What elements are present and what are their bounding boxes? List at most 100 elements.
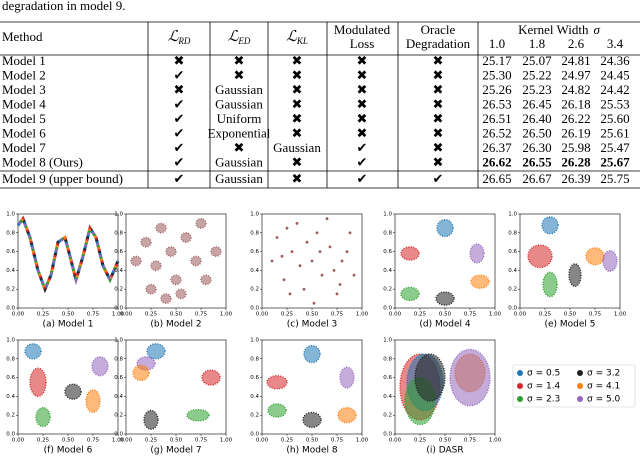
row-label: Model 5: [2, 111, 46, 126]
y-tick-label: 0.6: [383, 249, 392, 255]
y-tick-label: 0.6: [114, 249, 123, 255]
legend-label: σ = 4.1: [587, 382, 620, 392]
y-tick-label: 0.2: [383, 287, 392, 293]
cluster: [266, 375, 288, 390]
cell: 26.50: [522, 125, 551, 140]
point: [298, 264, 302, 268]
cell: ✖: [357, 125, 368, 140]
x-tick-label: 0.50: [564, 312, 577, 318]
x-tick-label: 0.75: [87, 312, 100, 318]
y-tick-label: 1.0: [250, 212, 259, 218]
row-label: Model 4: [2, 96, 46, 111]
cluster: [337, 406, 357, 424]
legend-marker: [577, 383, 583, 389]
panel-caption: (g) Model 7: [150, 446, 201, 456]
y-tick-label: 1.0: [114, 338, 123, 344]
point: [352, 273, 356, 277]
table-lines: [0, 21, 640, 189]
legend-label: σ = 3.2: [587, 369, 620, 379]
kernel-width: 2.6: [568, 36, 585, 51]
cell: ✔: [357, 140, 368, 155]
cluster: [140, 236, 152, 248]
cell: Gaussian: [215, 171, 263, 186]
cell: ✖: [292, 111, 303, 126]
x-tick-label: 1.00: [489, 438, 502, 444]
legend-marker: [517, 370, 523, 376]
cell: ✖: [357, 82, 368, 97]
symbol: ℒ: [228, 29, 240, 45]
cluster: [542, 271, 558, 298]
cell: 24.97: [561, 67, 591, 82]
y-tick-label: 0.0: [250, 432, 259, 438]
x-tick-label: 0.50: [170, 438, 183, 444]
cluster: [130, 255, 142, 267]
y-tick-label: 0.8: [383, 230, 392, 236]
cell: ✖: [357, 53, 368, 68]
y-tick-label: 0.8: [383, 356, 392, 362]
panel-caption: (c) Model 3: [287, 320, 337, 330]
cluster: [201, 369, 221, 386]
cell: 26.37: [482, 140, 512, 155]
y-tick-label: 0.6: [508, 249, 517, 255]
x-tick-label: 0.75: [87, 438, 100, 444]
cell: ✖: [292, 125, 303, 140]
x-tick-label: 0.25: [145, 438, 158, 444]
cluster: [414, 353, 446, 402]
cell: 24.82: [561, 82, 590, 97]
y-tick-label: 0.4: [114, 394, 123, 400]
cell: ✔: [433, 171, 444, 186]
cluster: [24, 343, 42, 360]
cell: ✔: [174, 111, 185, 126]
x-tick-label: 0.50: [170, 312, 183, 318]
point: [310, 259, 314, 263]
panel-caption: (h) Model 8: [286, 446, 337, 456]
cell: ✔: [174, 96, 185, 111]
panel-caption: (b) Model 2: [150, 320, 201, 330]
x-tick-label: 0.00: [120, 312, 133, 318]
y-tick-label: 1.0: [250, 338, 259, 344]
y-tick-label: 0.6: [383, 375, 392, 381]
point: [302, 287, 306, 291]
kernel-label: Kernel Width: [518, 22, 589, 37]
cluster: [449, 348, 491, 407]
x-tick-label: 0.75: [331, 312, 344, 318]
panel-caption: (d) Model 4: [419, 320, 470, 330]
column-header: Modulated: [334, 22, 391, 37]
y-tick-label: 0.6: [6, 375, 15, 381]
cell: 25.23: [522, 82, 551, 97]
y-tick-label: 0.2: [114, 413, 123, 419]
point: [328, 245, 332, 249]
kernel-width: 1.0: [489, 36, 505, 51]
y-tick-label: 0.4: [250, 394, 259, 400]
point: [312, 301, 316, 305]
panel-caption: (f) Model 6: [44, 446, 93, 456]
cluster: [195, 217, 207, 229]
point: [285, 226, 289, 230]
cell: 24.36: [600, 53, 630, 68]
cell: 26.22: [561, 111, 590, 126]
cluster: [165, 246, 177, 258]
cell: ✖: [234, 53, 245, 68]
y-tick-label: 0.2: [508, 287, 517, 293]
cell: 24.81: [561, 53, 590, 68]
y-tick-label: 0.0: [6, 306, 15, 312]
x-tick-label: 0.25: [414, 312, 427, 318]
x-tick-label: 0.75: [464, 312, 477, 318]
y-tick-label: 1.0: [383, 212, 392, 218]
cell: 25.22: [522, 67, 551, 82]
point: [318, 250, 322, 254]
x-tick-label: 0.25: [414, 438, 427, 444]
cell: ✖: [433, 111, 444, 126]
cell: 25.47: [600, 140, 630, 155]
x-tick-label: 0.00: [389, 312, 402, 318]
legend-label: σ = 1.4: [527, 382, 561, 392]
cell: ✖: [433, 154, 444, 169]
x-tick-label: 1.00: [112, 312, 125, 318]
cell: 25.17: [482, 53, 512, 68]
cluster: [210, 246, 222, 258]
cell: 24.45: [600, 67, 629, 82]
cluster: [150, 260, 162, 272]
y-tick-label: 0.0: [383, 432, 392, 438]
cell: 25.26: [482, 82, 512, 97]
